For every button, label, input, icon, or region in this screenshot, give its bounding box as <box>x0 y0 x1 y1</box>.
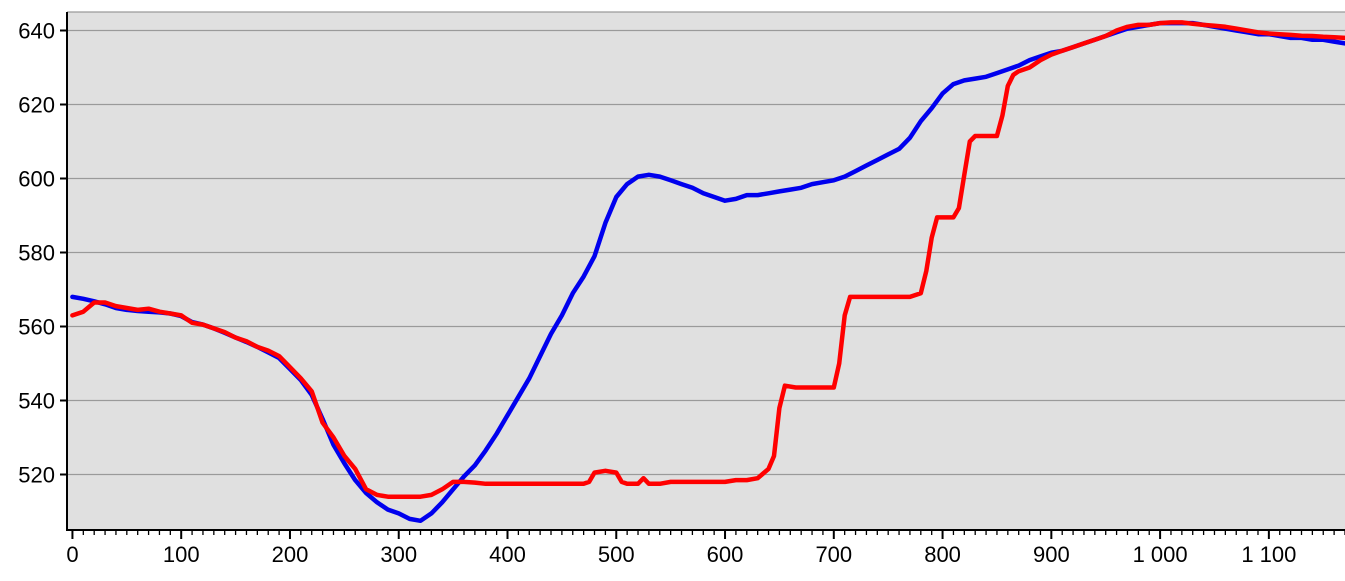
y-tick-label: 540 <box>18 389 55 414</box>
series-line-2 <box>70 20 1345 499</box>
y-tick-label: 580 <box>18 241 55 266</box>
axes <box>66 12 1345 539</box>
x-tick-label: 300 <box>380 542 417 567</box>
y-tick-label: 640 <box>18 19 55 44</box>
y-tick-label: 620 <box>18 93 55 118</box>
plot-area <box>67 12 1345 530</box>
x-tick-label: 900 <box>1033 542 1070 567</box>
x-tick-label: 400 <box>489 542 526 567</box>
y-tick-label: 560 <box>18 315 55 340</box>
series-layer <box>70 20 1345 524</box>
x-tick-label: 0 <box>66 542 78 567</box>
x-tick-label: 700 <box>815 542 852 567</box>
x-tick-label: 100 <box>163 542 200 567</box>
x-tick-label: 800 <box>924 542 961 567</box>
x-tick-label: 600 <box>707 542 744 567</box>
x-tick-label: 1 100 <box>1241 542 1296 567</box>
y-tick-label: 600 <box>18 167 55 192</box>
x-tick-label: 1 000 <box>1133 542 1188 567</box>
gridlines <box>67 11 1345 476</box>
y-tick-label: 520 <box>18 463 55 488</box>
y-axis-ticks: 520 540 560 580 600 620 640 <box>18 19 67 488</box>
x-tick-label: 500 <box>598 542 635 567</box>
x-axis-ticks: 0 100 200 300 400 500 600 700 800 900 1 000 1 100 <box>66 542 1296 567</box>
x-tick-label: 200 <box>272 542 309 567</box>
